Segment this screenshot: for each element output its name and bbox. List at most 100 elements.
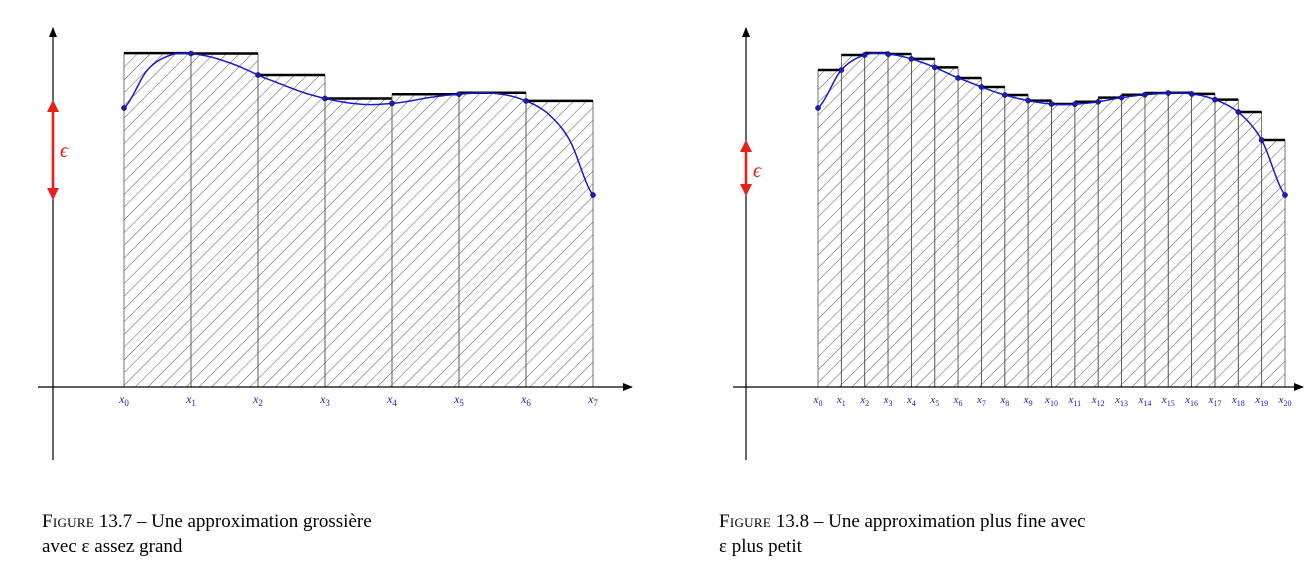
x-tick-label: x3 <box>319 392 330 408</box>
x-tick-label: x1 <box>836 394 846 408</box>
riemann-rectangle <box>1004 94 1029 388</box>
riemann-rectangle <box>1027 100 1052 388</box>
figure-13-7: x0 x1 x2 x3 x4 x5 x6 x7 ϵ Figure 13.7 – Une appr… <box>38 27 633 559</box>
curve-point <box>1282 192 1288 198</box>
x-tick-label: x11 <box>1068 394 1082 408</box>
curve-point <box>978 84 985 90</box>
epsilon-label: ϵ <box>60 140 69 162</box>
riemann-rectangle <box>1214 99 1239 388</box>
x-tick-label: x0 <box>118 392 129 408</box>
x-tick-label: x12 <box>1091 394 1105 408</box>
x-tick-label: x7 <box>587 392 598 408</box>
curve-point <box>590 192 596 198</box>
x-tick-label: x13 <box>1114 394 1128 408</box>
curve-point <box>838 67 845 73</box>
riemann-rectangle <box>190 53 259 388</box>
riemann-rectangle <box>957 77 982 388</box>
riemann-rectangle <box>864 52 889 388</box>
x-tick-label: x3 <box>883 394 893 408</box>
x-tick-label: x17 <box>1208 394 1222 408</box>
riemann-rectangle <box>525 100 594 388</box>
figure-word: Figure <box>42 511 95 532</box>
riemann-rectangle <box>257 74 326 388</box>
curve-point <box>255 72 261 78</box>
function-curve <box>123 52 594 196</box>
riemann-rectangle <box>840 54 866 388</box>
curve-point <box>861 52 868 58</box>
riemann-rectangle <box>1237 111 1263 388</box>
riemann-diagram-coarse: x0 x1 x2 x3 x4 x5 x6 x7 ϵ <box>38 27 633 460</box>
curve-point <box>121 105 127 111</box>
riemann-rectangle <box>1097 97 1122 388</box>
riemann-rectangle <box>1051 103 1076 388</box>
caption-line-2: ε plus petit <box>719 536 802 557</box>
curve-point <box>389 100 395 107</box>
x-tick-label: x2 <box>252 392 263 408</box>
x-tick-label: x6 <box>520 392 531 408</box>
curve-point <box>523 98 529 104</box>
curve-point <box>885 51 891 57</box>
x-tick-label: x2 <box>859 394 869 408</box>
x-tick-label: x4 <box>386 392 397 408</box>
curve-point <box>908 56 915 62</box>
epsilon-label: ϵ <box>753 160 762 182</box>
riemann-rectangle <box>934 66 959 388</box>
figure-number: 13.8 <box>775 511 810 532</box>
curve-point <box>1048 101 1055 107</box>
riemann-rectangle <box>910 58 936 388</box>
x-tick-label: x6 <box>953 394 963 408</box>
curve-point <box>1072 101 1078 107</box>
figure-number: 13.7 <box>98 511 133 532</box>
figure-caption: Figure 13.7 – Une approximation grossièr… <box>42 509 512 559</box>
riemann-rectangle <box>817 69 842 388</box>
curve-point <box>188 50 194 57</box>
x-tick-label: x5 <box>453 392 464 408</box>
riemann-rectangle <box>1074 101 1099 388</box>
riemann-rectangle <box>1121 94 1146 388</box>
x-tick-label: x14 <box>1137 394 1151 408</box>
riemann-rectangle <box>1261 139 1286 388</box>
x-tick-label: x7 <box>976 394 986 408</box>
riemann-rectangle <box>391 93 460 388</box>
curve-point <box>1165 90 1172 96</box>
x-tick-label: x1 <box>185 392 196 408</box>
curve-point <box>1142 91 1148 98</box>
curve-point <box>1188 91 1195 97</box>
x-tick-label: x19 <box>1254 394 1268 408</box>
x-tick-label: x4 <box>906 394 916 408</box>
curve-point <box>1118 94 1125 101</box>
figure-word: Figure <box>719 511 772 532</box>
x-tick-label: x10 <box>1044 394 1058 408</box>
curve-point <box>1025 97 1031 104</box>
riemann-rectangle <box>324 98 393 388</box>
curve-point <box>1001 92 1008 98</box>
riemann-rectangle <box>1167 92 1193 388</box>
x-tick-label: x9 <box>1023 394 1033 408</box>
curve-point <box>456 91 462 97</box>
riemann-rectangle <box>1144 92 1169 388</box>
riemann-diagram-fine: x0 x1 x2 x3 x4 x5 x6 x7 x8 x9 x10 x11 x12 x13 x14 x15 x1… <box>733 27 1304 460</box>
curve-point <box>322 95 328 102</box>
x-tick-label: x15 <box>1161 394 1175 408</box>
x-tick-label: x18 <box>1231 394 1245 408</box>
curve-point <box>955 75 961 81</box>
riemann-rectangle <box>887 53 912 388</box>
rectangles <box>123 51 594 388</box>
curve-point <box>1258 137 1265 143</box>
x-tick-label: x20 <box>1278 394 1292 408</box>
x-tick-label: x5 <box>929 394 939 408</box>
curve-point <box>1212 96 1218 103</box>
curve-point <box>1095 98 1102 105</box>
riemann-rectangle <box>1191 93 1216 388</box>
figure-caption: Figure 13.8 – Une approximation plus fin… <box>719 509 1199 559</box>
caption-line-2: avec ε assez grand <box>42 536 183 557</box>
curve-point <box>931 64 938 71</box>
x-tick-label: x8 <box>999 394 1009 408</box>
caption-line-1: – Une approximation plus fine avec <box>813 511 1086 532</box>
x-tick-label: x16 <box>1184 394 1198 408</box>
curve-point <box>1235 109 1242 115</box>
riemann-rectangle <box>981 86 1006 388</box>
figure-13-8: x0 x1 x2 x3 x4 x5 x6 x7 x8 x9 x10 x11 x12 x13 x14 x15 x1… <box>653 0 1306 580</box>
x-tick-label: x0 <box>813 394 823 408</box>
caption-line-1: – Une approximation grossière <box>136 511 372 532</box>
